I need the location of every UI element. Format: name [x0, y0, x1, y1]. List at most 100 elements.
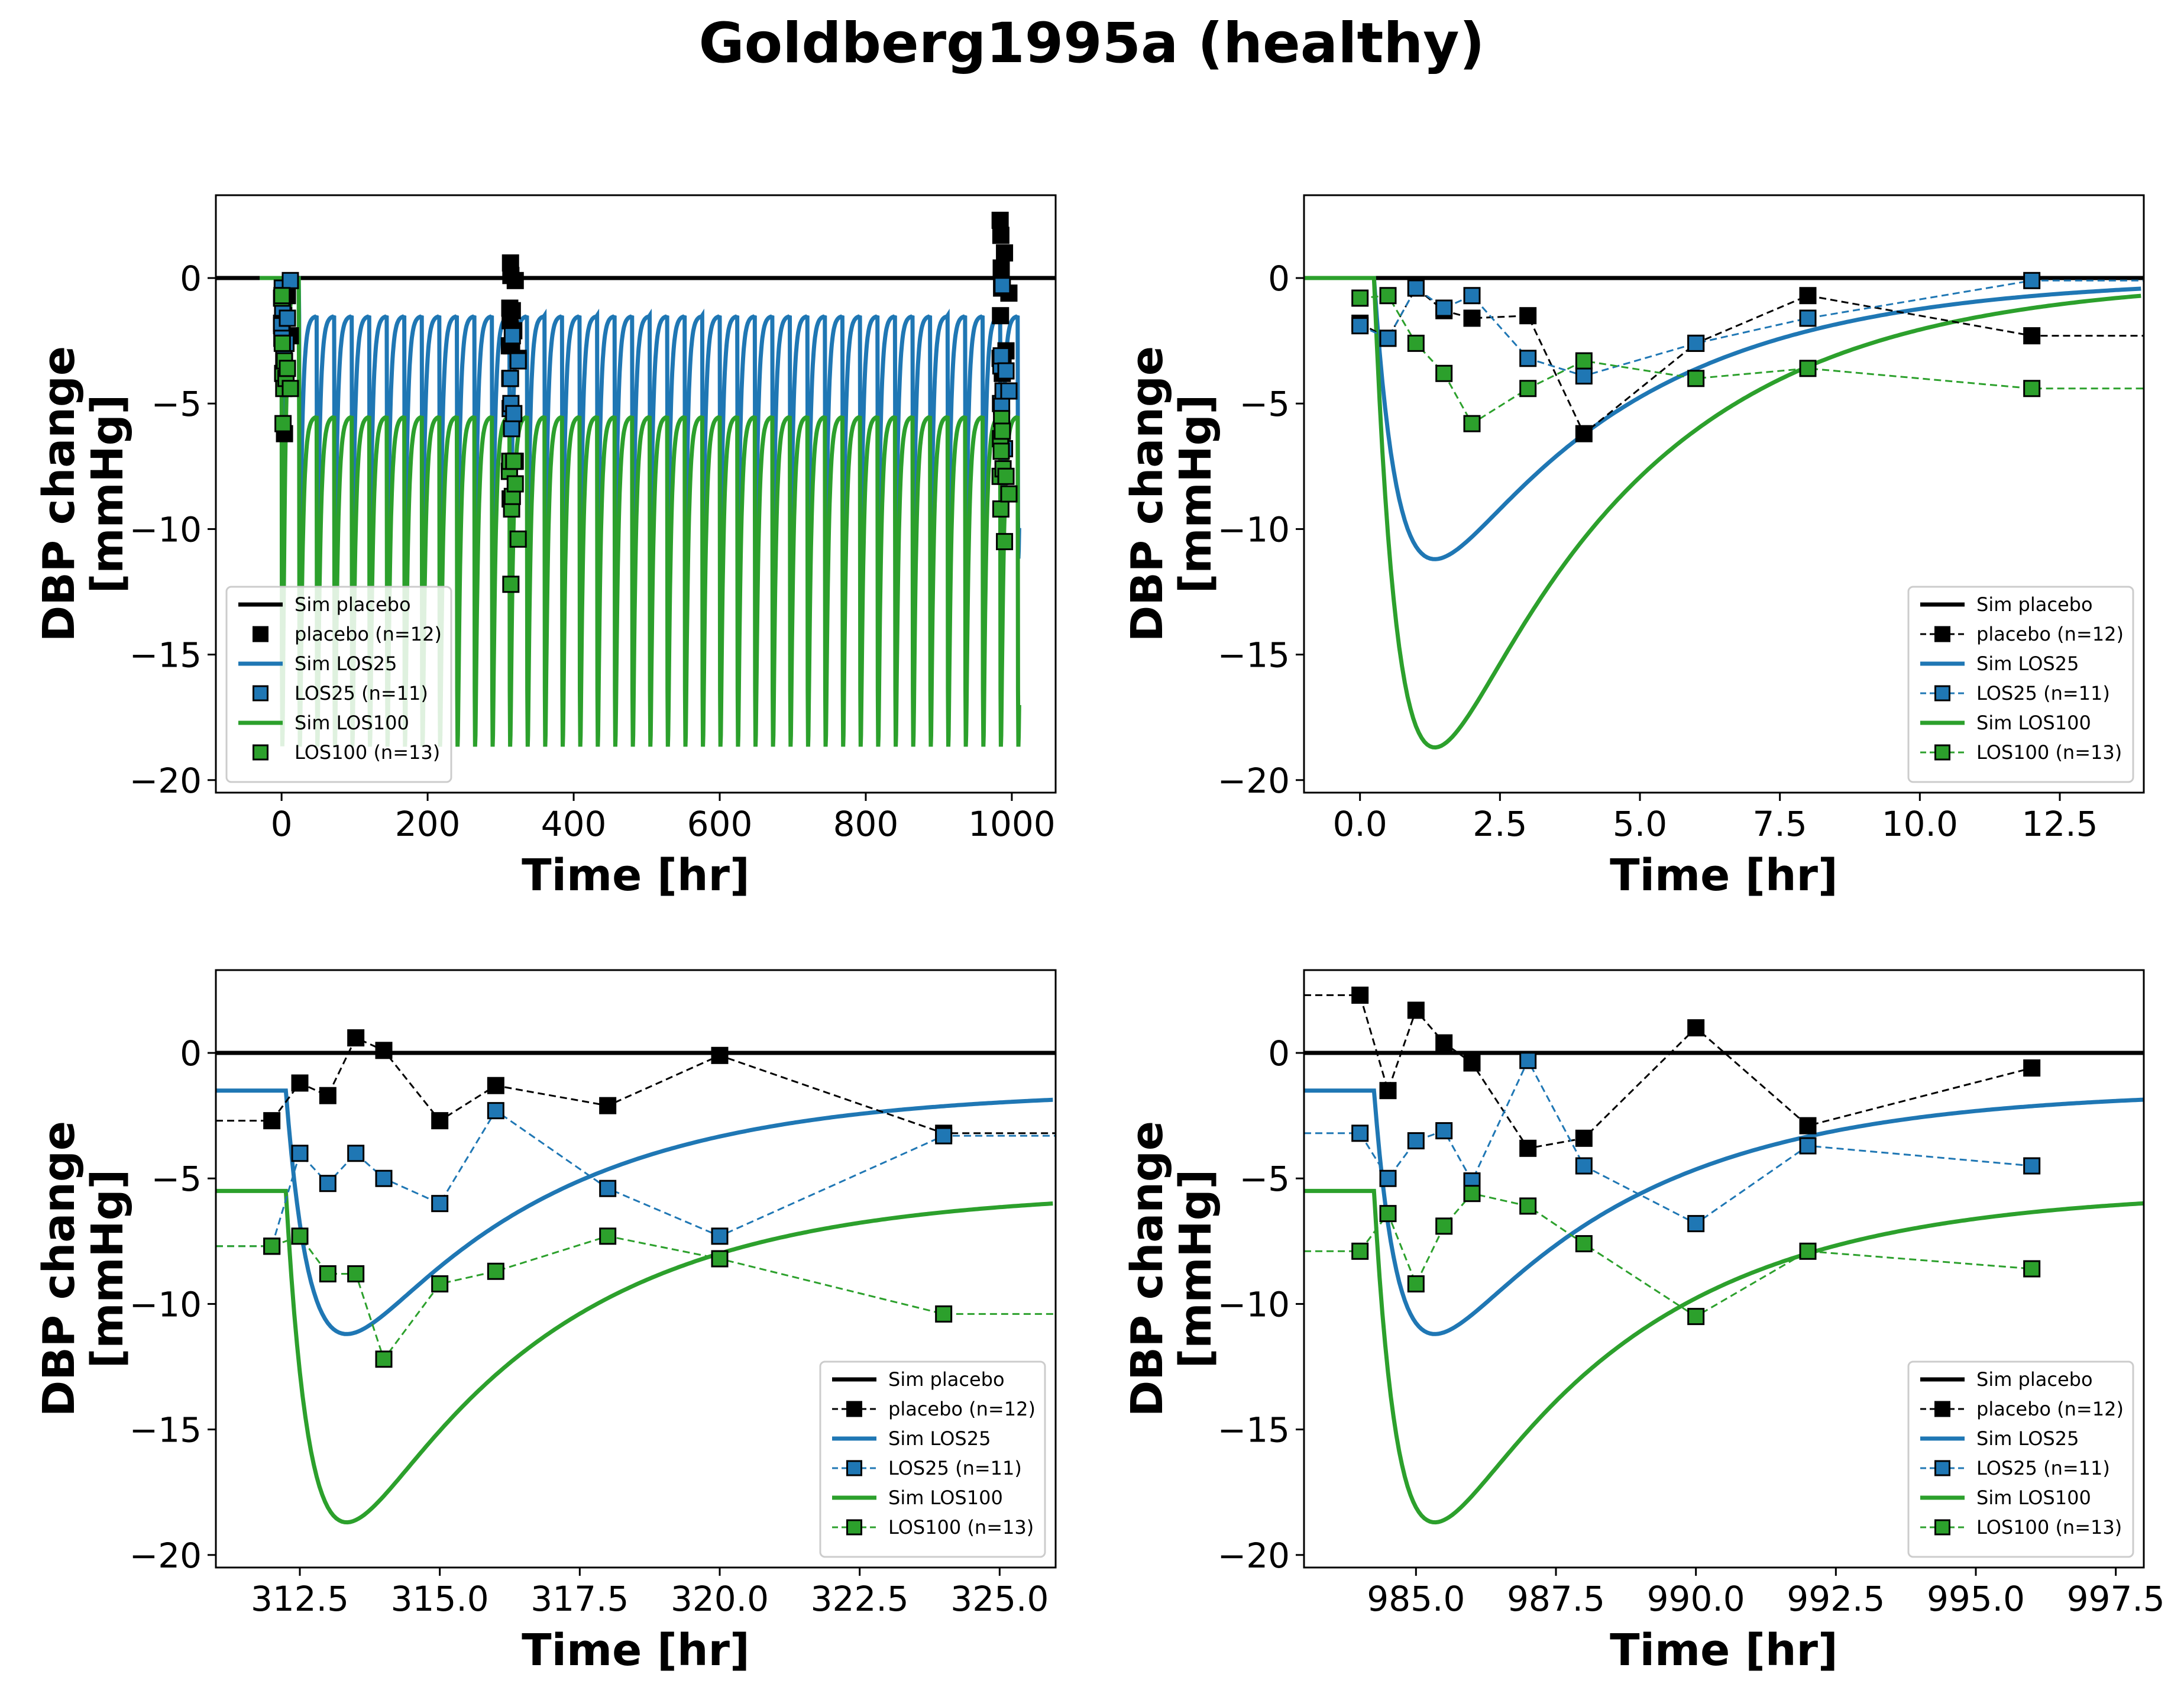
legend-label: Sim placebo [888, 1368, 1005, 1391]
legend-label: Sim LOS100 [1976, 1486, 2091, 1509]
data-point-los25 [1351, 317, 1369, 335]
chart-panel-overview: 0 200 400 600 800 1000 0 −5 −10 −15 −20 Time [hr] DB… [34, 194, 1057, 901]
data-point-los100 [1463, 1185, 1481, 1203]
data-point-los25 [992, 347, 1010, 365]
data-point-los25 [1351, 1124, 1369, 1142]
data-point-placebo [1463, 1054, 1481, 1072]
data-point-los100 [1575, 352, 1593, 370]
x-tick-label: 0.0 [1333, 804, 1387, 844]
x-tick-label: 1000 [968, 804, 1056, 844]
x-tick-label: 12.5 [2021, 804, 2098, 844]
data-point-los25 [935, 1127, 953, 1145]
x-tick-label: 5.0 [1613, 804, 1667, 844]
data-point-los100 [1687, 370, 1705, 387]
legend-label: LOS25 (n=11) [1976, 1457, 2110, 1479]
data-los25-dashed-line [1304, 1058, 2032, 1225]
legend-handle-los25-marker [1934, 685, 1950, 702]
data-point-los100 [505, 453, 523, 470]
y-tick-label: −15 [130, 1410, 202, 1450]
legend-label: placebo (n=12) [295, 623, 442, 645]
data-point-los25 [1379, 1169, 1397, 1187]
y-tick-label: −10 [1218, 509, 1290, 550]
sim-los100-line [1304, 1188, 2144, 1525]
chart-panel-day14: 312.5 315.0 317.5 320.0 322.5 325.0 0 −5 −10 −15 −… [34, 969, 1057, 1676]
data-point-los100 [502, 576, 520, 593]
data-point-placebo [503, 302, 521, 319]
x-tick-label: 312.5 [251, 1579, 349, 1619]
data-point-los100 [992, 442, 1010, 460]
data-point-los100 [1435, 364, 1453, 382]
data-point-los25 [1519, 1052, 1537, 1069]
x-tick-label: 985.0 [1367, 1579, 1465, 1619]
y-tick-label: −15 [1218, 1410, 1290, 1450]
legend-label: placebo (n=12) [888, 1398, 1036, 1420]
data-los25-dashed-line [216, 1109, 1056, 1248]
sim-los100-line [1304, 276, 2141, 750]
data-point-los25 [505, 405, 523, 422]
x-tick-label: 320.0 [671, 1579, 769, 1619]
data-point-los100 [1799, 1242, 1817, 1260]
y-axis-label: DBP change [34, 346, 85, 642]
data-point-los100 [291, 1227, 309, 1245]
data-point-los25 [509, 352, 527, 370]
x-tick-label: 995.0 [1927, 1579, 2025, 1619]
data-point-placebo [1407, 1001, 1425, 1019]
y-axis-label-unit: [mmHg] [1170, 395, 1221, 594]
legend-label: Sim placebo [1976, 1368, 2093, 1391]
plot-area [1304, 272, 2144, 750]
y-tick-label: −5 [1240, 1159, 1290, 1199]
data-point-los25 [1379, 329, 1397, 347]
axes-frame [215, 194, 1057, 794]
data-point-los25 [1799, 309, 1817, 327]
data-point-los100 [1575, 1235, 1593, 1253]
y-tick-label: −5 [151, 384, 202, 424]
y-tick-label: 0 [180, 258, 202, 299]
x-tick-label: 10.0 [1882, 804, 1958, 844]
data-point-los25 [1435, 1122, 1453, 1140]
data-point-placebo [1435, 1034, 1453, 1052]
axes-frame [215, 969, 1057, 1569]
data-point-placebo [991, 211, 1009, 229]
figure-title: Goldberg1995a (healthy) [698, 11, 1484, 76]
data-point-los100 [1519, 380, 1537, 397]
data-point-placebo [263, 1112, 281, 1130]
legend-label: LOS25 (n=11) [1976, 682, 2110, 704]
legend-label: Sim placebo [295, 593, 411, 616]
data-point-los100 [273, 334, 291, 352]
data-point-los100 [1351, 1242, 1369, 1260]
legend-label: Sim LOS100 [295, 712, 409, 734]
data-point-los100 [1379, 1205, 1397, 1223]
data-point-placebo [487, 1077, 504, 1094]
x-tick-label: 2.5 [1473, 804, 1527, 844]
data-point-placebo [996, 244, 1014, 262]
legend-label: Sim LOS100 [888, 1486, 1003, 1509]
data-point-los25 [503, 327, 521, 345]
y-tick-label: −10 [1218, 1284, 1290, 1324]
sim-los25-line [1304, 276, 2141, 561]
data-point-placebo [319, 1087, 337, 1104]
x-tick-label: 200 [395, 804, 461, 844]
data-point-placebo [1463, 309, 1481, 327]
y-tick-label: 0 [180, 1033, 202, 1074]
y-tick-label: −15 [1218, 635, 1290, 676]
legend-box [1907, 586, 2134, 783]
legend-handle-los25-marker [253, 685, 268, 702]
data-point-los25 [1575, 1157, 1593, 1175]
y-tick-label: −20 [1218, 1536, 1290, 1576]
data-point-los100 [1407, 334, 1425, 352]
data-point-los100 [279, 360, 296, 377]
data-point-los25 [994, 277, 1011, 295]
chart-panel-day1: 0.0 2.5 5.0 7.5 10.0 12.5 0 −5 −10 −15 −20 Time [hr… [1122, 194, 2145, 901]
x-tick-label: 987.5 [1507, 1579, 1605, 1619]
data-point-placebo [375, 1042, 393, 1059]
data-point-placebo [1519, 307, 1537, 325]
data-point-los25 [599, 1179, 617, 1197]
legend-label: LOS100 (n=13) [1976, 741, 2122, 764]
legend-label: LOS25 (n=11) [295, 682, 428, 704]
y-axis-label: DBP change [1122, 346, 1173, 642]
data-point-los25 [291, 1145, 309, 1162]
legend: Sim placebo placebo (n=12) Sim LOS25 LOS25 … [225, 586, 452, 783]
data-point-los25 [282, 272, 299, 289]
